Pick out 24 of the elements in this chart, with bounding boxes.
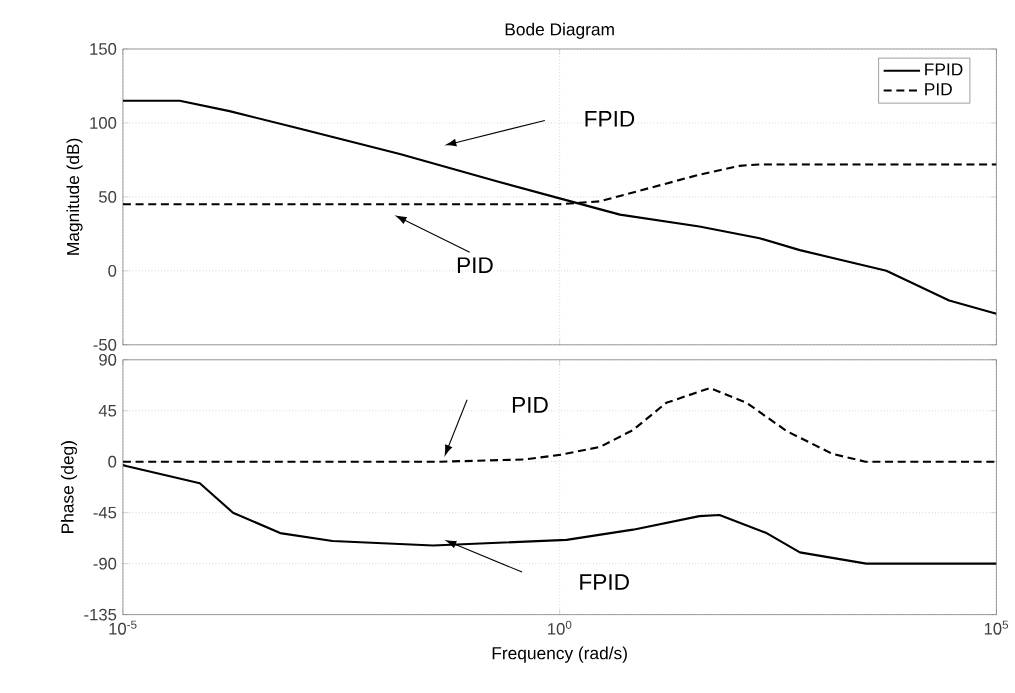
annotation: FPID <box>580 574 629 590</box>
y-tick-label: 0 <box>108 265 117 277</box>
annotation: FPID <box>585 111 635 127</box>
annotation: PID <box>512 397 548 413</box>
y-tick-label: 50 <box>99 191 117 203</box>
y-tick-label: -45 <box>93 507 117 519</box>
y-tick-label: 90 <box>99 354 117 366</box>
y-tick-label: 0 <box>108 456 117 468</box>
legend-label: PID <box>925 83 952 96</box>
y-tick-label: 45 <box>98 405 117 417</box>
y-tick-label: -135 <box>84 608 117 621</box>
x-tick-label: 10$^{5}$ <box>984 620 1009 635</box>
x-axis-title: Frequency (rad/s) <box>492 646 627 663</box>
y-tick-label: 100 <box>90 117 117 130</box>
y-axis-title: Magnitude (dB) <box>66 138 83 255</box>
y-tick-label: 150 <box>90 43 117 56</box>
y-tick-label: -50 <box>93 339 117 351</box>
annotation: PID <box>457 257 493 274</box>
y-axis-title: Phase (deg) <box>60 441 78 534</box>
chart-title: Bode Diagram <box>505 22 614 40</box>
x-tick-label: 10$^{-5}$ <box>109 620 137 635</box>
y-tick-label: -90 <box>93 557 117 570</box>
legend-label: FPID <box>925 63 963 76</box>
x-tick-label: 10$^{0}$ <box>548 620 572 635</box>
